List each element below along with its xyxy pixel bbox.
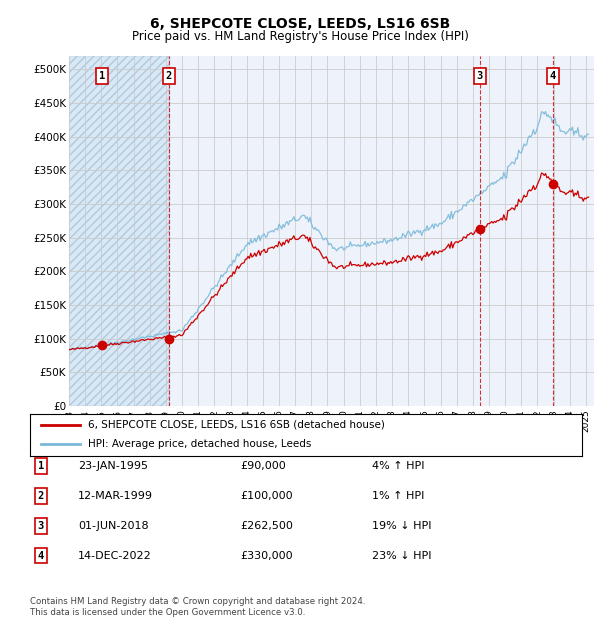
Text: £100,000: £100,000 (240, 491, 293, 501)
Text: 23-JAN-1995: 23-JAN-1995 (78, 461, 148, 471)
Text: 23% ↓ HPI: 23% ↓ HPI (372, 551, 431, 560)
Text: 3: 3 (476, 71, 483, 81)
Bar (69, 56, 169, 406)
Text: £262,500: £262,500 (240, 521, 293, 531)
Text: 6, SHEPCOTE CLOSE, LEEDS, LS16 6SB (detached house): 6, SHEPCOTE CLOSE, LEEDS, LS16 6SB (deta… (88, 420, 385, 430)
Text: HPI: Average price, detached house, Leeds: HPI: Average price, detached house, Leed… (88, 440, 311, 450)
Text: 1: 1 (99, 71, 106, 81)
Bar (69, 56, 169, 406)
Text: Contains HM Land Registry data © Crown copyright and database right 2024.
This d: Contains HM Land Registry data © Crown c… (30, 598, 365, 617)
Text: 14-DEC-2022: 14-DEC-2022 (78, 551, 152, 560)
Text: 12-MAR-1999: 12-MAR-1999 (78, 491, 153, 501)
Text: 2: 2 (166, 71, 172, 81)
Text: 4: 4 (550, 71, 556, 81)
Text: 1: 1 (38, 461, 44, 471)
Text: 3: 3 (38, 521, 44, 531)
Text: 1% ↑ HPI: 1% ↑ HPI (372, 491, 424, 501)
Text: 4% ↑ HPI: 4% ↑ HPI (372, 461, 425, 471)
Text: 2: 2 (38, 491, 44, 501)
Text: 4: 4 (38, 551, 44, 560)
Text: 01-JUN-2018: 01-JUN-2018 (78, 521, 149, 531)
Text: 19% ↓ HPI: 19% ↓ HPI (372, 521, 431, 531)
Text: 6, SHEPCOTE CLOSE, LEEDS, LS16 6SB: 6, SHEPCOTE CLOSE, LEEDS, LS16 6SB (150, 17, 450, 32)
Text: Price paid vs. HM Land Registry's House Price Index (HPI): Price paid vs. HM Land Registry's House … (131, 30, 469, 43)
Text: £90,000: £90,000 (240, 461, 286, 471)
Text: £330,000: £330,000 (240, 551, 293, 560)
